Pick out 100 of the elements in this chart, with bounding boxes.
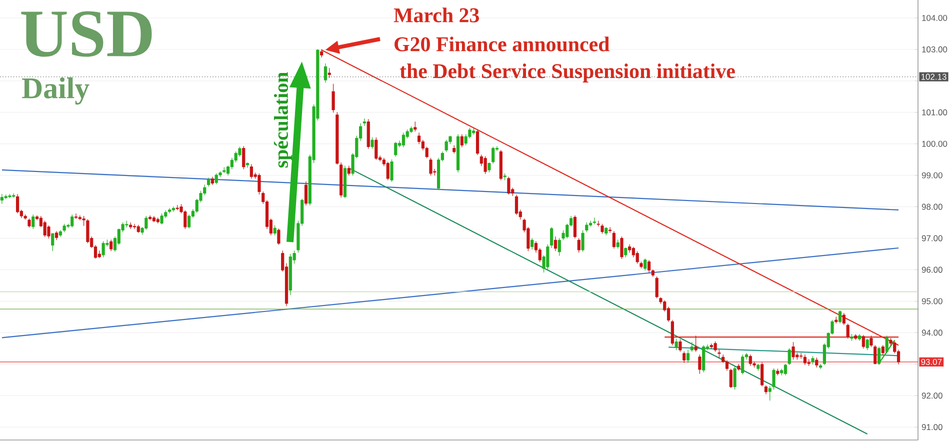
candlestick (402, 132, 406, 148)
candlestick (760, 362, 764, 386)
y-tick-label: 94.00 (922, 330, 942, 336)
candlestick (472, 128, 476, 135)
candlestick (811, 356, 814, 364)
candlestick (690, 342, 694, 352)
candlestick (332, 84, 335, 113)
candlestick (0, 194, 4, 204)
candlestick (764, 385, 768, 394)
candlestick (670, 320, 674, 346)
ref-line-label: 102.13 (921, 74, 946, 80)
candlestick (507, 176, 510, 194)
candlestick (347, 166, 350, 176)
y-tick-label: 96.00 (922, 266, 942, 273)
candlestick (488, 162, 491, 172)
candlestick (710, 343, 713, 349)
candlestick (800, 352, 803, 359)
y-tick-label: 101.00 (922, 109, 948, 116)
candlestick (678, 339, 682, 352)
candlestick (600, 224, 604, 234)
candlestick (862, 334, 865, 349)
candlestick (558, 238, 561, 256)
candlestick (74, 213, 78, 220)
candlestick (803, 354, 807, 366)
candlestick (741, 354, 744, 375)
candlestick (390, 159, 394, 182)
candlestick (258, 173, 261, 194)
candlestick (577, 238, 580, 253)
candlestick (8, 194, 12, 198)
candlestick (636, 251, 639, 264)
candlestick (694, 336, 698, 352)
candlestick (737, 364, 740, 371)
candlestick (343, 166, 347, 198)
candlestick (640, 262, 643, 268)
y-tick-label: 97.00 (922, 235, 942, 242)
candlestick (698, 354, 702, 374)
candlestick (336, 112, 339, 165)
candlestick (850, 334, 854, 341)
candlestick (456, 134, 460, 172)
candlestick (176, 204, 179, 210)
candlestick (846, 324, 850, 339)
candlestick (842, 312, 846, 326)
ref-line-label: 93.07 (921, 358, 942, 365)
y-tick-label: 100.00 (922, 140, 948, 147)
candlestick (834, 316, 838, 324)
candlestick (324, 63, 328, 83)
candlestick (32, 214, 35, 230)
candlestick (62, 224, 66, 232)
candlestick (866, 338, 869, 350)
candlestick (277, 228, 280, 245)
candlestick (772, 368, 776, 390)
candlestick (581, 230, 584, 252)
candlestick (320, 49, 324, 58)
candlestick (132, 224, 136, 230)
candlestick (616, 240, 620, 249)
candlestick (620, 236, 624, 260)
candlestick (210, 176, 214, 186)
y-tick-label: 98.00 (922, 204, 942, 210)
candlestick (686, 350, 690, 363)
candlestick (82, 216, 86, 226)
candlestick (452, 145, 456, 154)
annotation: G20 Finance announced (394, 36, 610, 52)
y-tick-label: 95.00 (922, 298, 942, 304)
candlestick (776, 368, 780, 376)
candlestick (250, 164, 253, 179)
candlestick (881, 344, 884, 356)
candlestick (503, 173, 506, 180)
candlestick (554, 236, 558, 252)
candlestick (792, 342, 795, 360)
candlestick (819, 364, 822, 370)
candlestick (546, 244, 550, 270)
candlestick (273, 225, 276, 236)
candlestick (366, 118, 370, 149)
candlestick (207, 178, 210, 187)
candlestick (148, 215, 152, 220)
text: Daily (22, 77, 90, 105)
candlestick (592, 217, 596, 224)
candlestick (729, 368, 732, 388)
candlestick (702, 344, 706, 372)
candlestick (214, 173, 218, 184)
candlestick (612, 231, 616, 249)
candlestick (288, 254, 292, 296)
candlestick (242, 146, 246, 170)
candlestick (585, 222, 588, 232)
candlestick (682, 351, 686, 363)
candlestick (644, 258, 647, 271)
candlestick (499, 150, 502, 180)
candlestick (370, 137, 374, 149)
chart-title: USD (21, 11, 152, 57)
candlestick (608, 226, 612, 233)
candlestick (788, 348, 791, 366)
candlestick (152, 216, 156, 222)
candlestick (156, 217, 160, 224)
candlestick (484, 156, 487, 174)
candlestick (476, 129, 480, 156)
candlestick (647, 260, 651, 273)
candlestick (870, 336, 873, 348)
candlestick (58, 230, 62, 237)
candlestick (24, 214, 27, 220)
candlestick (718, 350, 721, 358)
